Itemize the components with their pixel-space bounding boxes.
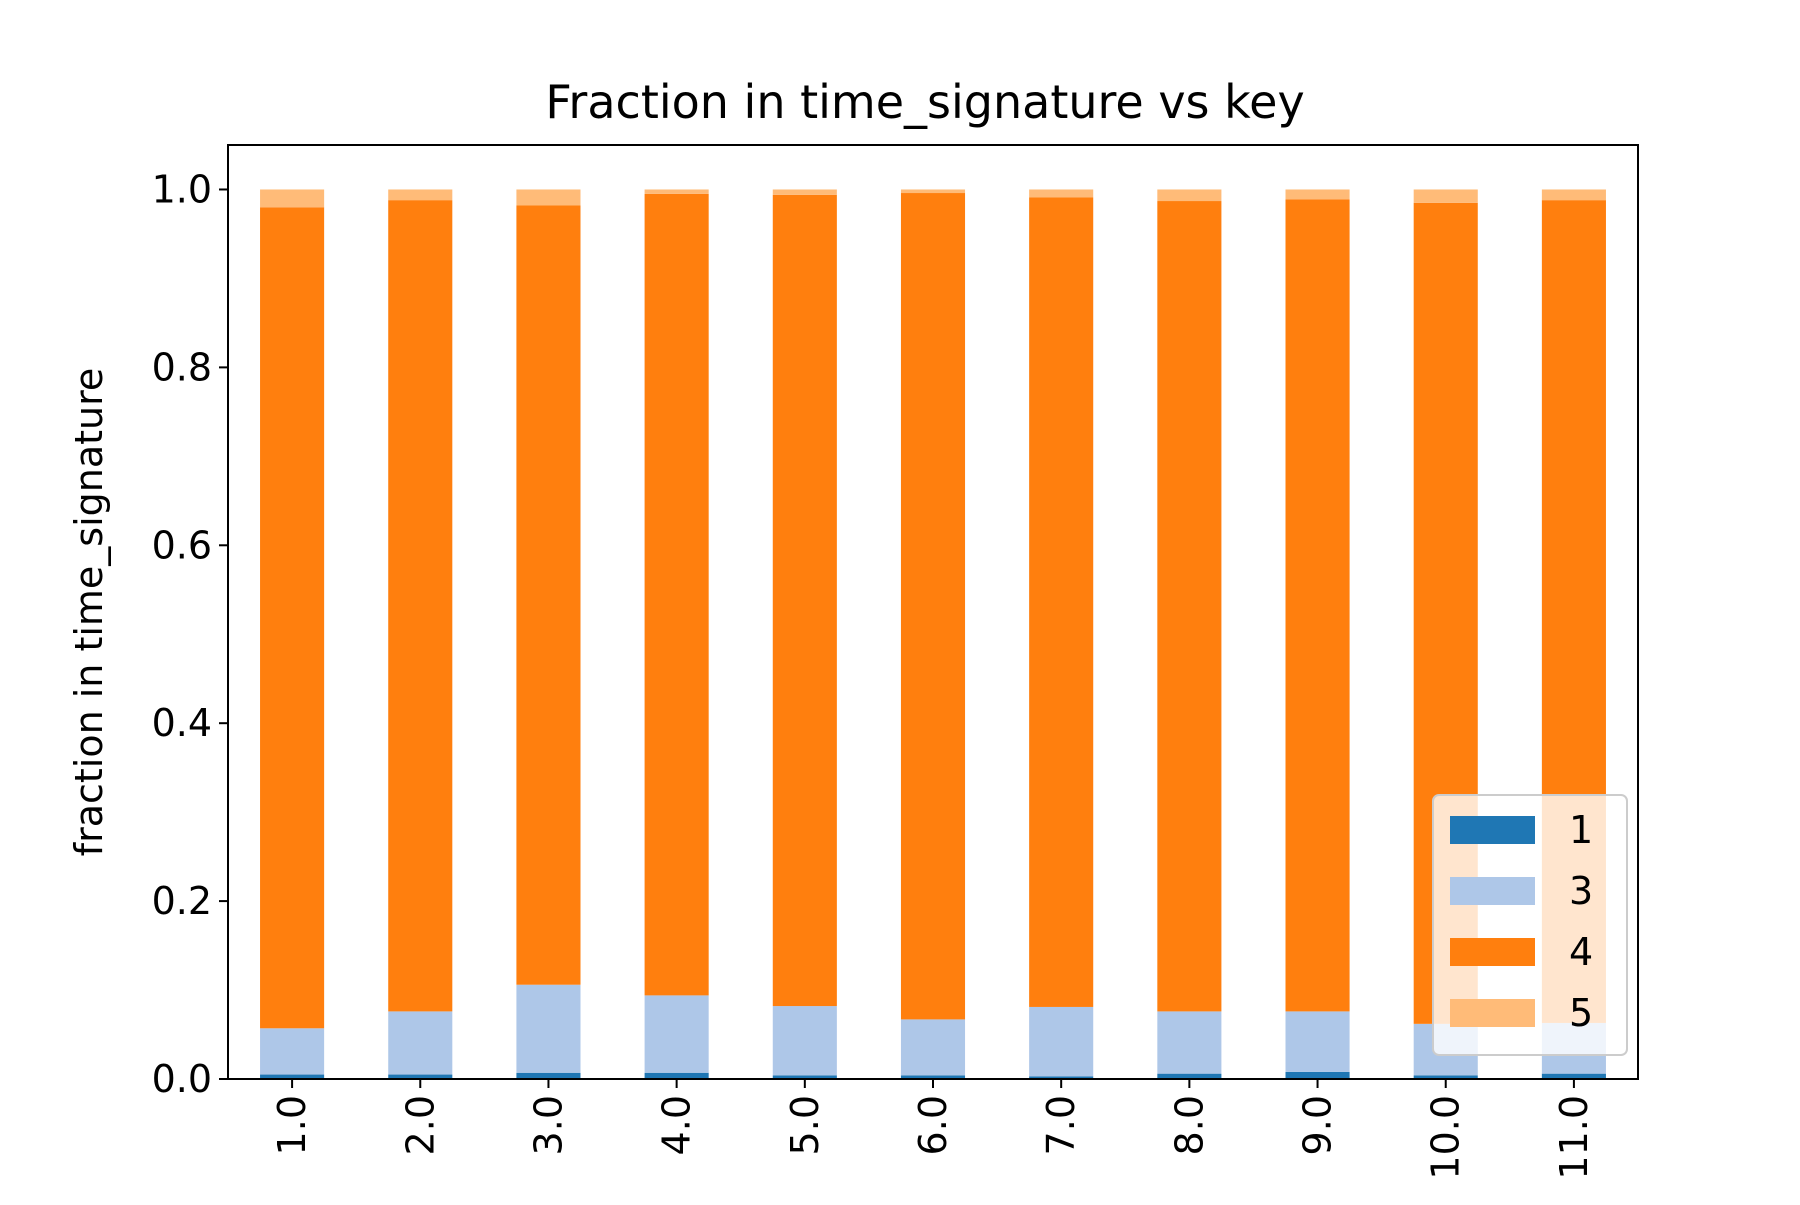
y-tick-label: 0.2 bbox=[152, 879, 212, 923]
bar-segment-key-5.0-ts-1 bbox=[772, 1075, 837, 1079]
x-tick-label: 5.0 bbox=[783, 1095, 827, 1155]
x-tick-label: 6.0 bbox=[911, 1095, 955, 1155]
bar-segment-key-4.0-ts-4 bbox=[644, 193, 709, 996]
chart-title: Fraction in time_signature vs key bbox=[545, 75, 1304, 129]
x-tick-label: 1.0 bbox=[270, 1095, 314, 1155]
bar-segment-key-11.0-ts-5 bbox=[1541, 189, 1606, 201]
bar-segment-key-7.0-ts-5 bbox=[1029, 189, 1094, 198]
legend-swatch-5 bbox=[1450, 999, 1535, 1027]
legend-frame bbox=[1432, 794, 1628, 1056]
legend-swatch-3 bbox=[1450, 877, 1535, 905]
legend-label-1: 1 bbox=[1569, 808, 1593, 852]
bar-segment-key-5.0-ts-4 bbox=[772, 194, 837, 1007]
bar-segment-key-9.0-ts-5 bbox=[1285, 189, 1350, 200]
y-tick-label: 0.0 bbox=[152, 1057, 212, 1101]
bar-segment-key-11.0-ts-1 bbox=[1541, 1073, 1606, 1079]
y-axis-ticks: 0.0 0.2 0.4 0.6 0.8 1.0 bbox=[152, 167, 228, 1101]
y-tick-label: 0.8 bbox=[152, 345, 212, 389]
bar-segment-key-9.0-ts-1 bbox=[1285, 1071, 1350, 1079]
bar-segment-key-5.0-ts-3 bbox=[772, 1006, 837, 1076]
bar-segment-key-5.0-ts-5 bbox=[772, 189, 837, 195]
bar-segment-key-4.0-ts-5 bbox=[644, 189, 709, 194]
bar-segment-key-1.0-ts-3 bbox=[260, 1028, 325, 1075]
bar-segment-key-9.0-ts-3 bbox=[1285, 1011, 1350, 1072]
legend-swatch-1 bbox=[1450, 816, 1535, 844]
x-tick-label: 2.0 bbox=[398, 1095, 442, 1155]
bar-segment-key-2.0-ts-3 bbox=[388, 1011, 453, 1075]
y-axis-label: fraction in time_signature bbox=[67, 368, 111, 857]
bar-segment-key-9.0-ts-4 bbox=[1285, 199, 1350, 1012]
bar-segment-key-2.0-ts-1 bbox=[388, 1074, 453, 1079]
y-tick-label: 0.6 bbox=[152, 523, 212, 567]
x-tick-label: 4.0 bbox=[655, 1095, 699, 1155]
bar-segment-key-10.0-ts-5 bbox=[1413, 189, 1478, 203]
x-tick-label: 10.0 bbox=[1424, 1095, 1468, 1180]
legend-label-4: 4 bbox=[1569, 930, 1593, 974]
bar-segment-key-3.0-ts-3 bbox=[516, 984, 581, 1073]
bar-segment-key-1.0-ts-1 bbox=[260, 1074, 325, 1079]
bar-segment-key-8.0-ts-1 bbox=[1157, 1073, 1222, 1079]
bar-segment-key-10.0-ts-1 bbox=[1413, 1075, 1478, 1079]
bar-segment-key-7.0-ts-1 bbox=[1029, 1076, 1094, 1079]
y-tick-label: 1.0 bbox=[152, 167, 212, 211]
legend-swatch-4 bbox=[1450, 938, 1535, 966]
bar-segment-key-8.0-ts-4 bbox=[1157, 201, 1222, 1012]
bar-segment-key-6.0-ts-3 bbox=[900, 1019, 966, 1076]
bar-segment-key-6.0-ts-1 bbox=[900, 1075, 966, 1079]
bar-segment-key-1.0-ts-5 bbox=[260, 189, 325, 208]
x-axis-ticks: 1.0 2.0 3.0 4.0 5.0 6.0 7.0 8.0 9.0 10.0 11.0 bbox=[270, 1079, 1596, 1180]
legend-label-3: 3 bbox=[1569, 869, 1593, 913]
x-tick-label: 11.0 bbox=[1552, 1095, 1596, 1180]
bar-segment-key-3.0-ts-1 bbox=[516, 1072, 581, 1079]
legend: 1 3 4 5 bbox=[1432, 794, 1628, 1056]
bar-segment-key-3.0-ts-4 bbox=[516, 205, 581, 985]
x-tick-label: 3.0 bbox=[526, 1095, 570, 1155]
bar-segment-key-7.0-ts-3 bbox=[1029, 1006, 1094, 1077]
x-tick-label: 7.0 bbox=[1039, 1095, 1083, 1155]
legend-label-5: 5 bbox=[1569, 991, 1593, 1035]
y-tick-label: 0.4 bbox=[152, 701, 212, 745]
bar-segment-key-2.0-ts-5 bbox=[388, 189, 453, 201]
bar-segment-key-7.0-ts-4 bbox=[1029, 197, 1094, 1007]
bars-layer bbox=[260, 189, 1606, 1079]
bar-segment-key-4.0-ts-3 bbox=[644, 995, 709, 1073]
bar-segment-key-8.0-ts-3 bbox=[1157, 1011, 1222, 1074]
x-tick-label: 8.0 bbox=[1167, 1095, 1211, 1155]
plot-frame bbox=[227, 144, 1639, 1080]
bar-segment-key-3.0-ts-5 bbox=[516, 189, 581, 206]
bar-segment-key-8.0-ts-5 bbox=[1157, 189, 1222, 202]
bar-segment-key-2.0-ts-4 bbox=[388, 200, 453, 1012]
bar-segment-key-6.0-ts-4 bbox=[900, 193, 966, 1020]
bar-segment-key-6.0-ts-5 bbox=[900, 189, 966, 194]
x-tick-label: 9.0 bbox=[1296, 1095, 1340, 1155]
bar-segment-key-4.0-ts-1 bbox=[644, 1072, 709, 1079]
bar-segment-key-1.0-ts-4 bbox=[260, 207, 325, 1029]
